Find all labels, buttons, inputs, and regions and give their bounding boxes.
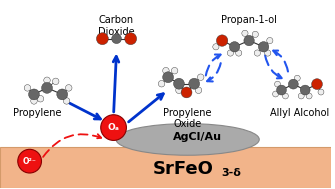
Text: O²⁻: O²⁻ xyxy=(23,157,37,166)
Text: SrFeO: SrFeO xyxy=(152,160,213,178)
Circle shape xyxy=(244,35,254,46)
Circle shape xyxy=(267,37,273,44)
Circle shape xyxy=(31,98,37,104)
Circle shape xyxy=(197,74,204,81)
Circle shape xyxy=(254,50,261,56)
Circle shape xyxy=(158,81,165,87)
Circle shape xyxy=(112,34,121,44)
Circle shape xyxy=(236,50,242,56)
Circle shape xyxy=(265,50,271,56)
Circle shape xyxy=(101,115,126,140)
Circle shape xyxy=(294,75,300,81)
Circle shape xyxy=(312,79,323,90)
Text: Oₐ: Oₐ xyxy=(108,123,120,132)
Circle shape xyxy=(213,44,219,50)
Circle shape xyxy=(174,78,184,89)
Circle shape xyxy=(300,85,310,95)
Circle shape xyxy=(273,91,278,97)
Circle shape xyxy=(63,98,70,104)
Circle shape xyxy=(189,78,200,89)
Text: Allyl Alcohol: Allyl Alcohol xyxy=(270,108,329,118)
Circle shape xyxy=(65,85,72,91)
Circle shape xyxy=(42,82,53,93)
Circle shape xyxy=(28,89,40,100)
Circle shape xyxy=(318,89,324,95)
Circle shape xyxy=(181,87,192,98)
Text: Propylene: Propylene xyxy=(13,108,62,118)
Circle shape xyxy=(176,87,182,94)
Circle shape xyxy=(125,33,137,45)
Circle shape xyxy=(298,93,304,99)
Circle shape xyxy=(227,50,233,56)
Circle shape xyxy=(258,42,269,52)
Text: AgCl/Au: AgCl/Au xyxy=(173,132,222,143)
Circle shape xyxy=(306,93,312,99)
Circle shape xyxy=(242,30,248,36)
Circle shape xyxy=(252,31,258,37)
Circle shape xyxy=(282,93,288,99)
Circle shape xyxy=(24,85,31,91)
Circle shape xyxy=(275,81,280,87)
Bar xyxy=(0,147,331,188)
Circle shape xyxy=(229,42,240,52)
Circle shape xyxy=(171,67,178,74)
Text: 3-δ: 3-δ xyxy=(221,168,241,178)
Circle shape xyxy=(163,67,169,74)
Circle shape xyxy=(37,95,44,102)
Circle shape xyxy=(288,79,298,89)
Text: Propan-1-ol: Propan-1-ol xyxy=(221,15,277,25)
Circle shape xyxy=(195,87,202,94)
Circle shape xyxy=(163,72,174,83)
Text: Carbon
Dioxide: Carbon Dioxide xyxy=(98,15,135,37)
Circle shape xyxy=(216,35,228,46)
Circle shape xyxy=(53,78,59,85)
Circle shape xyxy=(18,149,42,173)
Circle shape xyxy=(276,85,286,95)
Text: Propylene
Oxide: Propylene Oxide xyxy=(163,108,212,129)
Ellipse shape xyxy=(116,124,259,155)
Circle shape xyxy=(57,89,68,100)
Circle shape xyxy=(96,33,109,45)
Circle shape xyxy=(44,77,50,84)
